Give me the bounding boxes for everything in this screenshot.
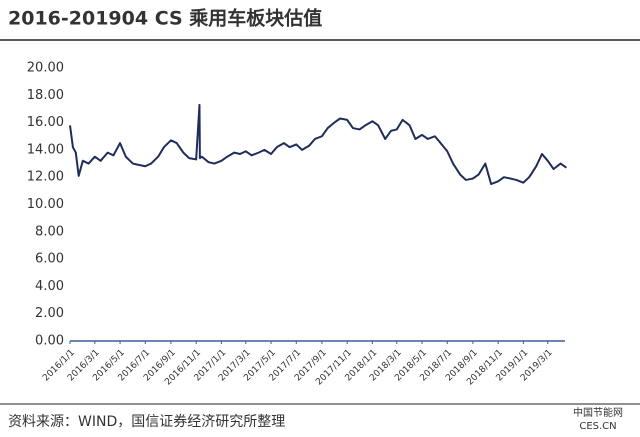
data-line — [69, 103, 567, 186]
y-tick-label: 16.00 — [27, 115, 64, 130]
source-note: 资料来源：WIND，国信证券经济研究所整理 — [8, 414, 285, 430]
watermark: 中国节能网 — [573, 406, 623, 419]
watermark: CES.CN — [579, 421, 616, 432]
y-tick-label: 12.00 — [27, 170, 64, 185]
y-tick-label: 6.00 — [35, 252, 64, 267]
y-tick-label: 8.00 — [35, 224, 64, 239]
y-tick-label: 4.00 — [35, 279, 64, 294]
y-tick-label: 10.00 — [27, 197, 64, 212]
y-tick-label: 2.00 — [35, 306, 64, 321]
y-tick-label: 0.00 — [35, 334, 64, 349]
y-tick-label: 18.00 — [27, 88, 64, 103]
y-tick-label: 20.00 — [27, 61, 64, 76]
y-tick-label: 14.00 — [27, 142, 64, 157]
chart-title: 2016-201904 CS 乘用车板块估值 — [8, 7, 322, 30]
